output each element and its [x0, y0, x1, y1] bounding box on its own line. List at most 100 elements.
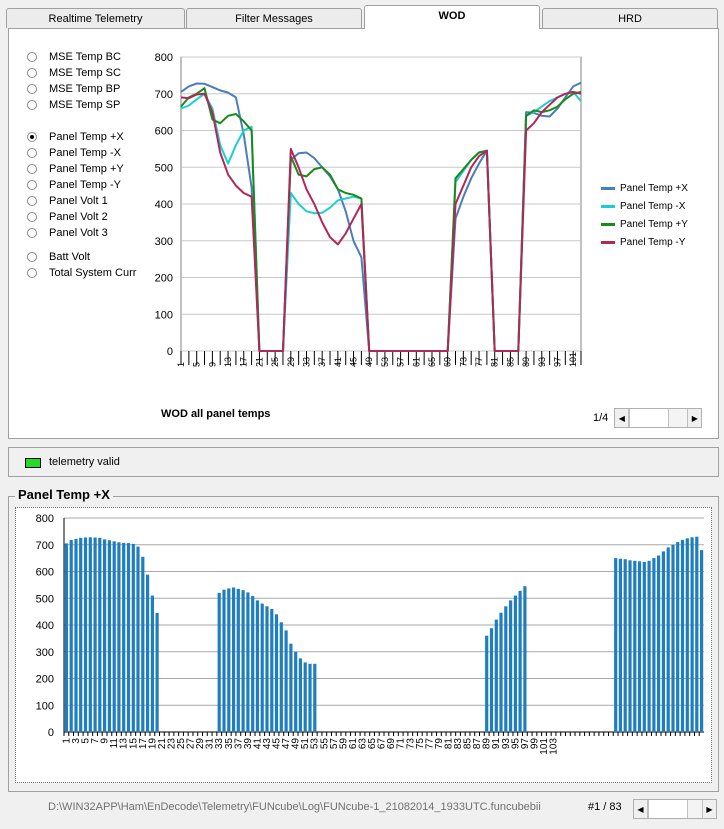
radio-batt-volt[interactable]: Batt Volt [27, 250, 90, 264]
x-tick-label: 37 [233, 738, 244, 750]
bar [155, 613, 159, 732]
radio-panel-volt-3[interactable]: Panel Volt 3 [27, 226, 108, 240]
status-panel: telemetry valid [8, 447, 719, 477]
radio-button-icon[interactable] [27, 252, 37, 262]
x-tick-label: 1 [176, 362, 186, 367]
y-tick-label: 500 [155, 162, 173, 174]
x-tick-label: 7 [90, 738, 101, 744]
x-tick-label: 89 [482, 738, 493, 750]
bar [671, 544, 675, 733]
radio-panel-temp-x[interactable]: Panel Temp +X [27, 130, 124, 144]
radio-mse-temp-bc[interactable]: MSE Temp BC [27, 50, 121, 64]
x-tick-label: 33 [301, 357, 311, 367]
x-tick-label: 3 [71, 738, 82, 744]
radio-label: Total System Curr [49, 267, 137, 279]
x-tick-label: 27 [186, 738, 197, 750]
bar [485, 635, 489, 732]
radio-button-icon[interactable] [27, 180, 37, 190]
bar [614, 558, 618, 732]
bar [652, 558, 656, 732]
y-tick-label: 600 [36, 567, 54, 579]
x-tick-label: 53 [380, 357, 390, 367]
x-tick-label: 25 [270, 357, 280, 367]
radio-button-icon[interactable] [27, 100, 37, 110]
record-left-button[interactable]: ◀ [634, 800, 648, 818]
radio-button-icon[interactable] [27, 84, 37, 94]
group-title: Panel Temp +X [15, 487, 113, 502]
file-path: D:\WIN32APP\Ham\EnDecode\Telemetry\FUNcu… [48, 801, 541, 813]
radio-button-icon[interactable] [27, 68, 37, 78]
radio-label: Panel Temp +X [49, 131, 124, 143]
bar [279, 622, 283, 732]
scroll-right-button[interactable]: ▶ [687, 409, 702, 427]
radio-button-icon[interactable] [27, 228, 37, 238]
x-tick-label: 9 [207, 362, 217, 367]
radio-panel-temp-x[interactable]: Panel Temp -X [27, 146, 121, 160]
radio-panel-temp-y[interactable]: Panel Temp -Y [27, 178, 121, 192]
bar [289, 643, 293, 732]
radio-total-system-curr[interactable]: Total System Curr [27, 266, 136, 280]
x-tick-label: 35 [224, 738, 235, 750]
record-scrollbar[interactable]: ◀ ▶ [633, 799, 717, 819]
panel-temp-group: Panel Temp +X 0 100 200 300 400 500 600 700 800 1… [8, 487, 719, 792]
bar [136, 546, 140, 732]
radio-panel-volt-2[interactable]: Panel Volt 2 [27, 210, 108, 224]
page-scrollbar[interactable]: ◀ ▶ [614, 408, 703, 428]
bar [265, 606, 269, 732]
x-tick-label: 97 [520, 738, 531, 750]
x-tick-label: 9 [100, 738, 111, 744]
bar [313, 663, 317, 732]
radio-mse-temp-sp[interactable]: MSE Temp SP [27, 98, 120, 112]
bar [270, 609, 274, 732]
radio-button-icon[interactable] [27, 268, 37, 278]
scroll-thumb[interactable] [629, 409, 670, 427]
radio-button-icon[interactable] [27, 148, 37, 158]
bar [509, 600, 513, 732]
radio-button-icon[interactable] [27, 52, 37, 62]
radio-mse-temp-sc[interactable]: MSE Temp SC [27, 66, 121, 80]
bar [284, 630, 288, 732]
y-tick-label: 100 [36, 700, 54, 712]
x-tick-label: 45 [349, 357, 359, 367]
bar [64, 543, 68, 732]
bar [107, 540, 111, 732]
bar [637, 561, 642, 732]
x-tick-label: 41 [333, 357, 343, 367]
radio-label: Panel Volt 1 [49, 195, 108, 207]
radio-panel-temp-y[interactable]: Panel Temp +Y [27, 162, 124, 176]
x-tick-label: 93 [537, 357, 547, 367]
radio-panel-volt-1[interactable]: Panel Volt 1 [27, 194, 108, 208]
record-scroll-thumb[interactable] [648, 800, 688, 818]
tab-filter-messages[interactable]: Filter Messages [186, 8, 362, 28]
bar [150, 595, 154, 732]
bar [504, 606, 508, 732]
x-tick-label: 39 [243, 738, 254, 750]
radio-button-icon[interactable] [27, 212, 37, 222]
tab-hrd[interactable]: HRD [542, 8, 718, 28]
radio-button-icon[interactable] [27, 164, 37, 174]
bar [131, 543, 135, 732]
radio-button-icon[interactable] [27, 196, 37, 206]
tab-wod[interactable]: WOD [364, 5, 540, 29]
tab-realtime-telemetry[interactable]: Realtime Telemetry [6, 8, 185, 28]
bar [499, 612, 503, 732]
record-right-button[interactable]: ▶ [702, 800, 716, 818]
x-tick-label: 57 [396, 357, 406, 367]
bar [685, 538, 689, 732]
bar [117, 542, 121, 732]
y-tick-label: 100 [155, 309, 173, 321]
radio-button-icon[interactable] [27, 132, 37, 142]
radio-mse-temp-bp[interactable]: MSE Temp BP [27, 82, 120, 96]
bar [236, 588, 240, 732]
bar [217, 592, 221, 732]
radio-label: Panel Temp -X [49, 147, 121, 159]
radio-label: MSE Temp BP [49, 83, 121, 95]
x-tick-label: 13 [223, 357, 233, 367]
legend-label: Panel Temp -Y [620, 236, 686, 248]
x-tick-label: 75 [415, 738, 426, 750]
x-tick-label: 95 [510, 738, 521, 750]
legend-item: Panel Temp -X [601, 199, 685, 213]
bar [657, 555, 661, 732]
scroll-left-button[interactable]: ◀ [615, 409, 630, 427]
x-tick-label: 89 [521, 357, 531, 367]
